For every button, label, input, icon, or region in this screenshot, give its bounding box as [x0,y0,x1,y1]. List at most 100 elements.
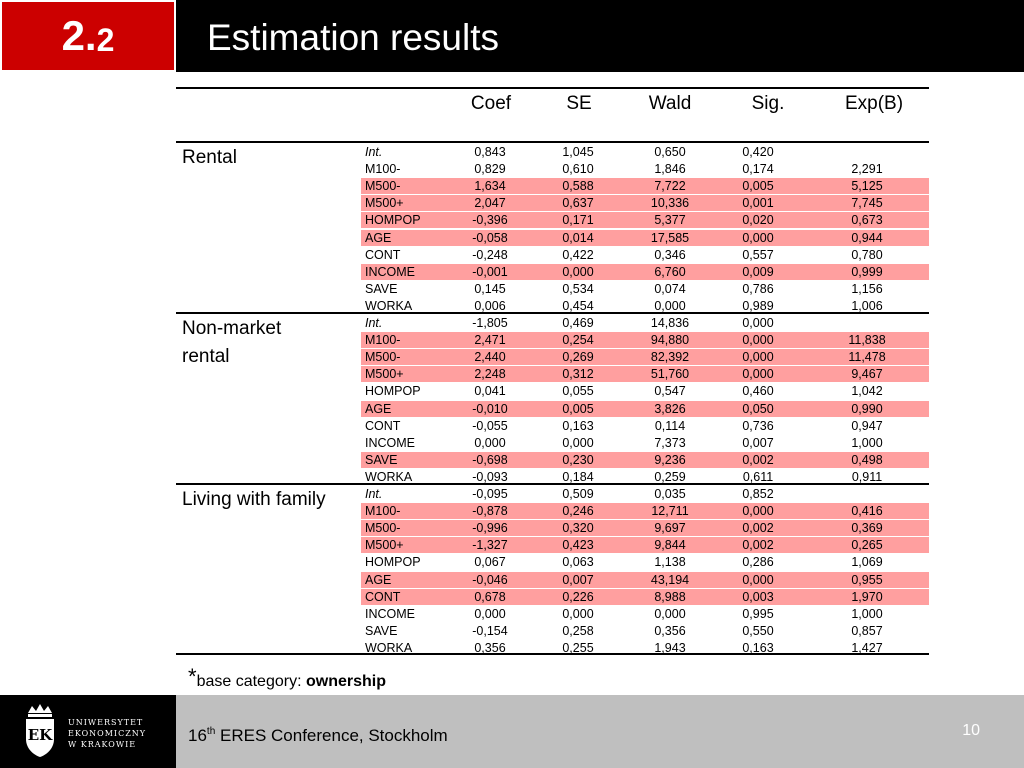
cell-coef: -0,248 [472,247,508,262]
cell-coef: -0,095 [472,487,508,501]
slide-title: Estimation results [207,17,499,58]
cell-variable: CONT [365,247,401,262]
cell-se: 0,226 [562,589,594,604]
cell-wald: 7,373 [654,435,686,450]
cell-wald: 0,074 [654,281,686,296]
cell-exp-b: 5,125 [851,179,883,194]
cell-sig: 0,420 [742,145,774,159]
table-row: INCOME 0,000 0,000 7,373 0,007 1,000 [361,435,929,452]
page-number: 10 [962,722,980,739]
table-row: M500- -0,996 0,320 9,697 0,002 0,369 [361,520,929,538]
slide-header: 2. 2 Estimation results [0,0,1024,72]
cell-wald: 14,836 [650,316,690,330]
cell-exp-b: 1,156 [851,281,883,296]
cell-se: 1,045 [562,145,594,159]
university-name: UNIWERSYTET EKONOMICZNY W KRAKOWIE [68,718,147,749]
cell-variable: Int. [365,145,383,159]
cell-exp-b: 0,911 [851,469,883,484]
cell-se: 0,055 [562,384,594,399]
cell-sig: 0,174 [742,162,774,177]
conference-name: 16th ERES Conference, Stockholm [188,726,448,745]
table-header-rule [176,141,929,143]
cell-wald: 0,356 [654,623,686,638]
cell-exp-b: 9,467 [851,367,883,382]
cell-variable: WORKA [365,640,413,655]
table-row: M100- 0,829 0,610 1,846 0,174 2,291 [361,161,929,178]
crown-crest-icon: EK [26,704,54,757]
cell-wald: 3,826 [654,401,686,416]
cell-sig: 0,000 [742,230,774,245]
table-row: AGE -0,058 0,014 17,585 0,000 0,944 [361,229,929,247]
cell-se: 0,637 [562,196,594,211]
cell-sig: 0,557 [742,247,774,262]
cell-se: 0,014 [562,230,594,245]
table-row: CONT -0,055 0,163 0,114 0,736 0,947 [361,418,929,435]
cell-exp-b [807,486,927,503]
cell-se: 0,246 [562,504,594,519]
cell-sig: 0,163 [742,640,774,655]
cell-se: 0,534 [562,281,594,296]
cell-coef: -0,058 [472,230,508,245]
cell-variable: SAVE [365,281,398,296]
cell-se: 0,610 [562,162,594,177]
table-row: HOMPOP 0,067 0,063 1,138 0,286 1,069 [361,554,929,571]
cell-exp-b: 0,999 [851,264,883,279]
table-row: INCOME -0,001 0,000 6,760 0,009 0,999 [361,263,929,281]
cell-sig: 0,001 [742,196,774,211]
section-number-major: 2. [61,12,97,59]
cell-exp-b: 1,042 [851,384,883,399]
cell-se: 0,063 [562,555,594,570]
cell-exp-b: 1,069 [851,555,883,570]
cell-variable: HOMPOP [365,384,421,399]
cell-coef: -0,093 [472,469,508,484]
cell-variable: M500+ [365,538,404,553]
cell-sig: 0,989 [742,298,774,313]
table-top-rule [176,87,929,89]
cell-coef: -0,878 [472,504,508,519]
cell-sig: 0,003 [742,589,774,604]
cell-se: 0,454 [562,298,594,313]
cell-coef: 2,471 [474,333,506,348]
table-row: WORKA 0,356 0,255 1,943 0,163 1,427 [361,640,929,657]
cell-sig: 0,736 [742,418,774,433]
cell-sig: 0,002 [742,452,774,467]
group-label-rental: Rental [182,147,237,168]
cell-exp-b: 0,944 [851,230,883,245]
cell-wald: 1,138 [654,555,686,570]
cell-sig: 0,550 [742,623,774,638]
cell-se: 0,469 [562,316,594,330]
cell-sig: 0,000 [742,367,774,382]
group-label-living-with-family: Living with family [182,489,326,510]
group-label-non-market-rental: Non-market rental [182,318,282,367]
table-row: INCOME 0,000 0,000 0,000 0,995 1,000 [361,606,929,623]
cell-variable: INCOME [365,264,415,279]
cell-se: 0,509 [562,487,594,501]
table-row: M500- 1,634 0,588 7,722 0,005 5,125 [361,178,929,196]
cell-wald: 0,000 [654,606,686,621]
cell-wald: 1,846 [654,162,686,177]
cell-wald: 7,722 [654,179,686,194]
cell-se: 0,000 [562,264,594,279]
cell-sig: 0,611 [742,469,774,484]
cell-coef: -0,055 [472,418,508,433]
table-row: M500+ 2,047 0,637 10,336 0,001 7,745 [361,195,929,213]
cell-exp-b: 0,990 [851,401,883,416]
cell-coef: -1,805 [472,316,508,330]
group-divider-rule [176,483,929,485]
cell-coef: 0,356 [474,640,506,655]
cell-variable: HOMPOP [365,213,421,228]
cell-coef: -0,046 [472,572,508,587]
cell-exp-b: 11,478 [848,350,886,365]
cell-exp-b: 0,416 [851,504,883,519]
cell-variable: M100- [365,162,401,177]
cell-wald: 51,760 [650,367,690,382]
cell-se: 0,320 [562,521,594,536]
column-header-se: SE [566,93,592,114]
cell-sig: 0,460 [742,384,774,399]
svg-text:EK: EK [28,726,53,744]
cell-coef: 2,440 [474,350,506,365]
cell-exp-b: 0,673 [851,213,883,228]
cell-variable: HOMPOP [365,555,421,570]
cell-coef: 0,678 [474,589,506,604]
cell-coef: -0,996 [472,521,508,536]
